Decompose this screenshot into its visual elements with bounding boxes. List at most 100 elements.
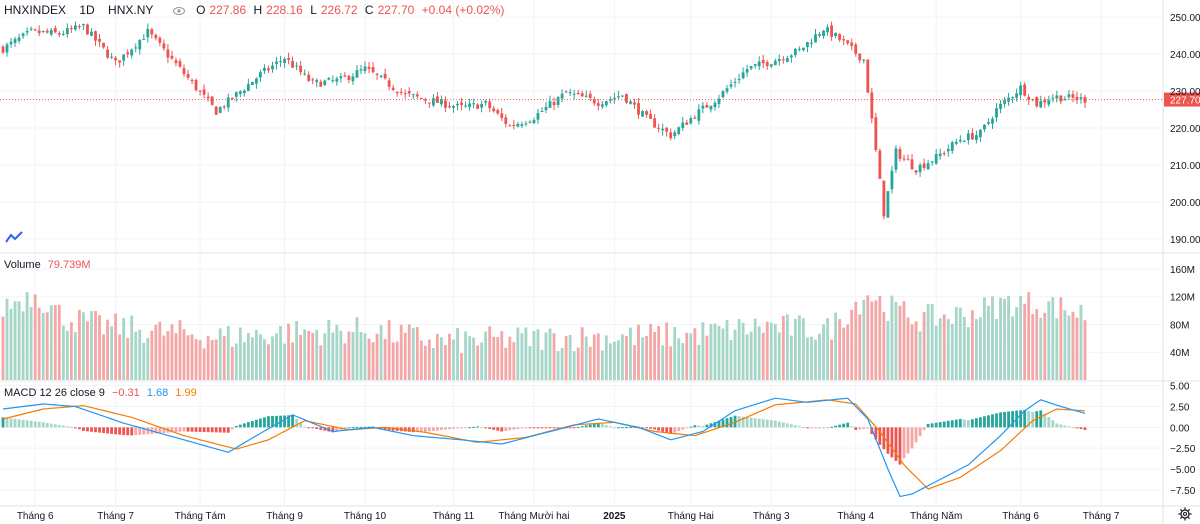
- volume-bar: [468, 336, 471, 380]
- candle-body: [806, 42, 809, 47]
- volume-bar: [1067, 315, 1071, 380]
- volume-bar: [250, 337, 254, 380]
- volume-bar: [61, 325, 65, 380]
- volume-bar: [271, 336, 274, 380]
- volume-bar: [781, 315, 785, 380]
- volume-bar: [777, 332, 781, 380]
- macd-tick-label: 2.50: [1170, 403, 1190, 414]
- macd-histogram-bar: [359, 426, 363, 428]
- volume-bar: [1055, 318, 1059, 380]
- volume-bar: [882, 311, 886, 380]
- macd-label[interactable]: MACD 12 26 close 9: [4, 387, 105, 399]
- candle-body: [448, 106, 451, 108]
- volume-bar: [995, 318, 998, 380]
- macd-histogram-bar: [138, 427, 142, 435]
- volume-bar: [359, 331, 363, 380]
- volume-bar: [69, 322, 73, 380]
- candle-body: [1067, 94, 1071, 98]
- macd-histogram-bar: [954, 419, 958, 428]
- volume-bar: [954, 306, 958, 380]
- macd-histogram-bar: [319, 427, 323, 430]
- volume-label[interactable]: Volume: [4, 259, 41, 271]
- candle-body: [295, 65, 299, 67]
- last-price-badge: [1164, 92, 1200, 107]
- candle-body: [721, 91, 725, 98]
- volume-bar: [576, 347, 580, 380]
- volume-bar: [536, 329, 540, 380]
- candle-body: [765, 62, 769, 66]
- volume-bar: [186, 335, 190, 380]
- macd-histogram-bar: [419, 427, 423, 432]
- macd-histogram-bar: [689, 426, 693, 428]
- volume-bar: [57, 304, 61, 380]
- macd-tick-label: −2.50: [1170, 444, 1196, 455]
- candle-body: [898, 149, 902, 159]
- volume-bar: [1015, 307, 1019, 380]
- macd-histogram-bar: [721, 419, 725, 428]
- candle-body: [540, 110, 544, 112]
- volume-bar: [697, 344, 701, 380]
- macd-histogram-bar: [673, 427, 677, 433]
- candle-body: [1083, 97, 1087, 103]
- macd-histogram-bar: [283, 415, 286, 428]
- candle-body: [419, 98, 423, 100]
- macd-histogram-bar: [697, 425, 701, 428]
- volume-bar: [793, 318, 797, 380]
- candle-body: [842, 39, 846, 41]
- macd-histogram-bar: [733, 415, 737, 428]
- macd-tick-label: −7.50: [1170, 486, 1196, 497]
- volume-bar: [423, 345, 427, 380]
- candle-body: [331, 80, 335, 82]
- macd-histogram-bar: [1031, 411, 1035, 428]
- volume-bar: [283, 343, 286, 380]
- candle-body: [436, 96, 439, 103]
- volume-bar: [1007, 296, 1010, 380]
- volume-bar: [218, 328, 222, 380]
- macd-histogram-bar: [681, 427, 685, 430]
- eye-icon[interactable]: [172, 6, 185, 16]
- candle-body: [669, 132, 673, 139]
- macd-histogram-bar: [717, 420, 721, 428]
- candle-body: [826, 27, 829, 33]
- volume-bar: [725, 319, 729, 380]
- candle-body: [214, 106, 218, 115]
- candle-body: [761, 59, 765, 64]
- macd-histogram-bar: [407, 427, 411, 432]
- candle-body: [130, 49, 134, 56]
- price-candles: [0, 21, 1163, 220]
- candle-body: [259, 72, 262, 78]
- candle-body: [61, 33, 65, 35]
- volume-bar: [886, 320, 890, 380]
- macd-histogram-bar: [73, 427, 77, 429]
- volume-bar: [508, 336, 512, 380]
- candle-body: [677, 127, 681, 135]
- symbol-name[interactable]: HNXINDEX: [4, 3, 67, 17]
- interval[interactable]: 1D: [79, 3, 95, 17]
- candle-body: [379, 75, 383, 77]
- volume-bar: [1071, 311, 1075, 380]
- volume-bar: [492, 336, 496, 380]
- volume-bar: [1027, 292, 1031, 380]
- macd-histogram-bar: [335, 427, 339, 432]
- candle-body: [480, 103, 484, 108]
- macd-histogram-bar: [242, 423, 246, 428]
- candle-body: [283, 59, 286, 63]
- volume-bar: [33, 294, 37, 380]
- volume-bar: [685, 332, 689, 380]
- candle-body: [693, 117, 697, 119]
- close-label: C: [364, 3, 374, 17]
- volume-bar: [761, 332, 765, 380]
- macd-histogram-bar: [677, 427, 681, 432]
- candle-body: [528, 121, 532, 123]
- tradingview-logo-icon[interactable]: [5, 230, 23, 244]
- candle-body: [476, 104, 480, 109]
- volume-bar: [713, 323, 717, 380]
- volume-bar: [178, 320, 182, 380]
- candle-body: [564, 91, 568, 93]
- volume-bar: [580, 327, 584, 380]
- settings-gear-icon[interactable]: [1178, 507, 1192, 521]
- candle-body: [685, 122, 689, 125]
- candle-body: [918, 164, 922, 173]
- volume-bar: [13, 301, 17, 380]
